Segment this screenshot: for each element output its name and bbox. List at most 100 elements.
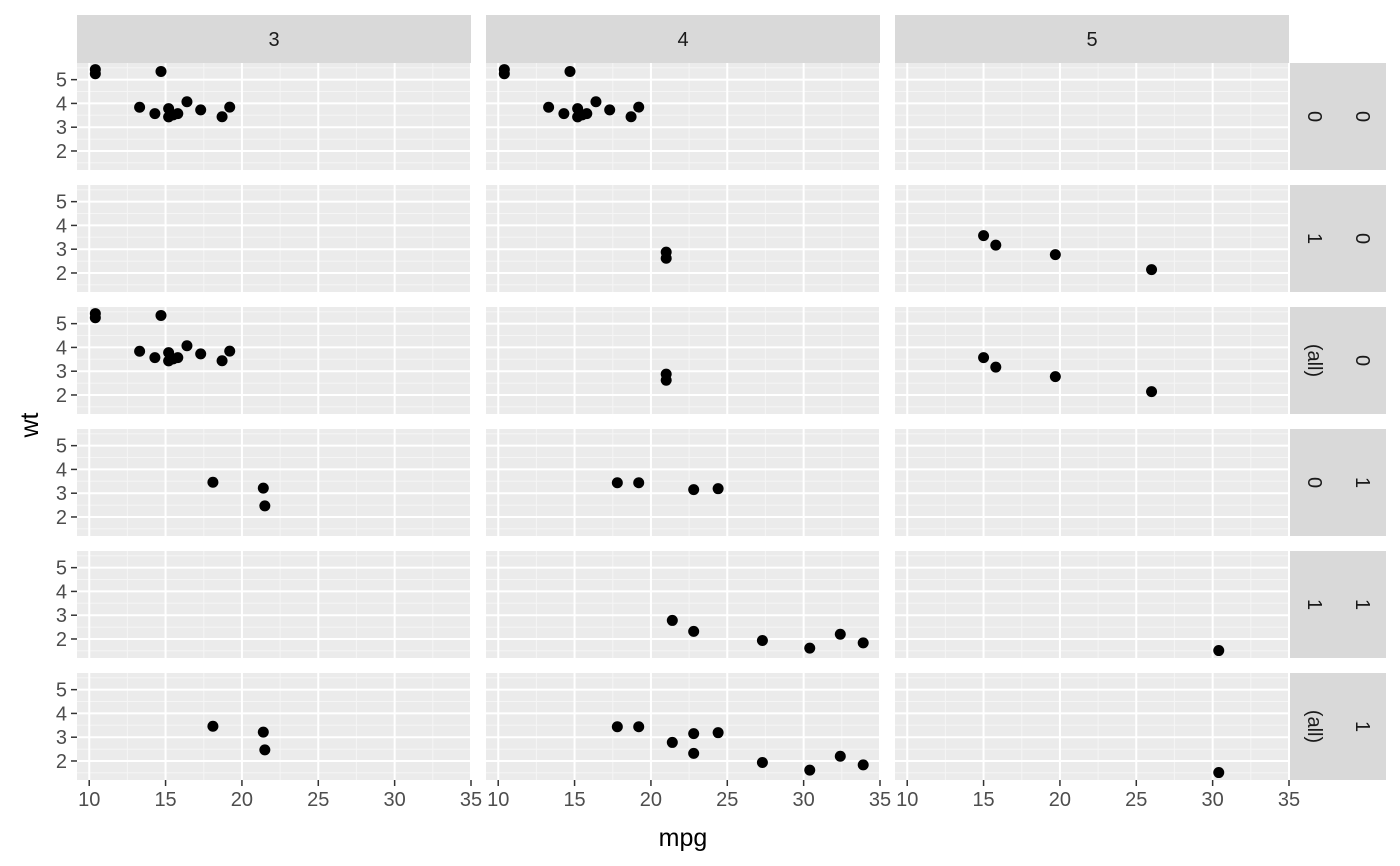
row-strip	[1338, 551, 1386, 658]
panel-background	[77, 429, 471, 536]
data-point	[1049, 371, 1061, 383]
panel-background	[77, 673, 471, 780]
data-point	[564, 65, 576, 77]
data-point	[216, 111, 228, 123]
data-point	[857, 759, 869, 771]
data-point	[207, 720, 219, 732]
row-strip-label: 0	[1351, 355, 1373, 366]
data-point	[590, 96, 602, 108]
panel-background	[486, 673, 880, 780]
data-point	[857, 637, 869, 649]
panel-r2-c1	[77, 185, 472, 292]
data-point	[625, 111, 637, 123]
row-strip-label: 1	[1303, 599, 1325, 610]
x-tick-label: 30	[793, 789, 815, 811]
y-tick-label: 4	[56, 581, 67, 603]
panel-r5-c2	[486, 551, 881, 658]
column-strip	[895, 15, 1289, 63]
y-tick-label: 2	[56, 507, 67, 529]
data-point	[257, 482, 269, 494]
data-point	[543, 101, 555, 113]
panel-background	[77, 185, 471, 292]
panel-background	[895, 551, 1289, 658]
row-strip	[1338, 63, 1386, 170]
panel-background	[895, 185, 1289, 292]
panel-r3-c1	[77, 307, 472, 414]
plot-panels	[77, 63, 1290, 780]
data-point	[181, 96, 193, 108]
data-point	[712, 483, 724, 495]
x-tick-label: 10	[78, 789, 100, 811]
panel-r4-c2	[486, 429, 881, 536]
row-strip-label: 0	[1303, 477, 1325, 488]
row-strip	[1338, 185, 1386, 292]
column-strip	[77, 15, 471, 63]
x-tick-label: 25	[716, 789, 738, 811]
panel-r3-c3	[895, 307, 1290, 414]
data-point	[1146, 386, 1158, 398]
y-tick-label: 5	[56, 314, 67, 336]
data-point	[611, 721, 623, 733]
data-point	[195, 348, 207, 360]
y-tick-label: 3	[56, 605, 67, 627]
x-tick-label: 20	[640, 789, 662, 811]
data-point	[660, 246, 672, 258]
y-tick-label: 3	[56, 239, 67, 261]
x-tick-label: 25	[307, 789, 329, 811]
y-tick-label: 4	[56, 215, 67, 237]
x-tick-label: 20	[1049, 789, 1071, 811]
row-strip	[1338, 307, 1386, 414]
y-tick-label: 5	[56, 436, 67, 458]
data-point	[834, 628, 846, 640]
panel-r1-c3	[895, 63, 1290, 170]
row-strip	[1290, 429, 1338, 536]
data-point	[498, 64, 510, 76]
y-tick-label: 5	[56, 558, 67, 580]
y-tick-label: 4	[56, 703, 67, 725]
data-point	[611, 477, 623, 489]
y-tick-label: 5	[56, 680, 67, 702]
y-tick-label: 4	[56, 93, 67, 115]
panel-r1-c2	[486, 63, 881, 170]
row-strip-label: (all)	[1303, 710, 1325, 743]
x-tick-label: 35	[1278, 789, 1300, 811]
data-point	[688, 747, 700, 759]
panel-background	[895, 429, 1289, 536]
x-tick-label: 25	[1125, 789, 1147, 811]
x-tick-label: 30	[384, 789, 406, 811]
data-point	[666, 614, 678, 626]
panel-r6-c1	[77, 673, 472, 780]
panel-r1-c1	[77, 63, 472, 170]
data-point	[756, 635, 768, 647]
data-point	[756, 757, 768, 769]
row-strips: 0 0 1 0 (all) 0 0 1 1 1 (all) 1	[1290, 63, 1386, 780]
row-strip	[1290, 307, 1338, 414]
data-point	[1213, 767, 1225, 779]
y-tick-label: 2	[56, 385, 67, 407]
data-point	[224, 345, 236, 357]
panel-background	[895, 673, 1289, 780]
panel-background	[77, 307, 471, 414]
data-point	[195, 104, 207, 116]
data-point	[224, 101, 236, 113]
data-point	[149, 108, 161, 120]
panel-background	[486, 551, 880, 658]
data-point	[804, 764, 816, 776]
panel-background	[486, 429, 880, 536]
y-tick-label: 2	[56, 263, 67, 285]
y-tick-label: 3	[56, 727, 67, 749]
row-strip-label: 0	[1351, 233, 1373, 244]
data-point	[259, 744, 271, 756]
x-tick-label: 10	[896, 789, 918, 811]
y-tick-label: 5	[56, 192, 67, 214]
data-point	[688, 728, 700, 740]
y-tick-label: 3	[56, 361, 67, 383]
column-strip-label: 5	[1086, 29, 1097, 51]
x-tick-label: 15	[563, 789, 585, 811]
panel-background	[895, 63, 1289, 170]
row-strip	[1290, 63, 1338, 170]
data-point	[660, 368, 672, 380]
row-strip-label: (all)	[1303, 344, 1325, 377]
data-point	[134, 101, 146, 113]
